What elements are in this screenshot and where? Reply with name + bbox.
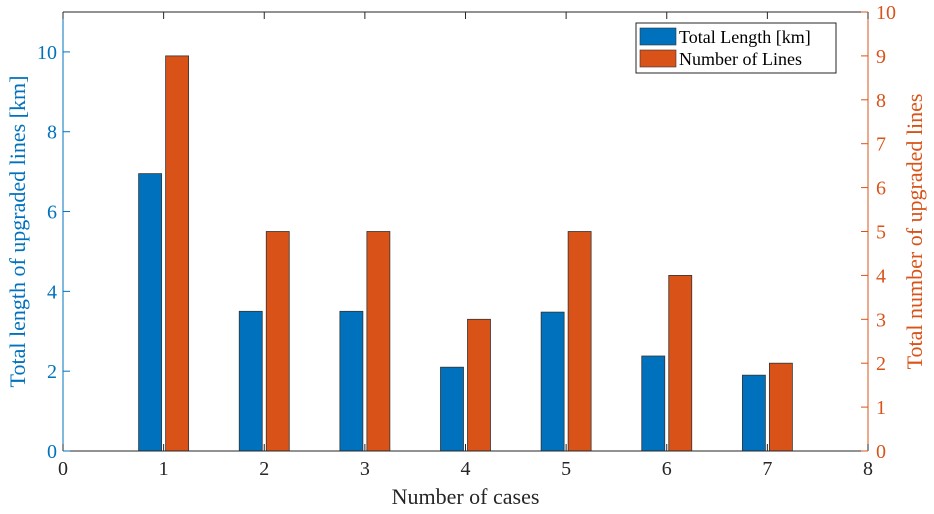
x-tick-label: 0 [58, 458, 68, 480]
bar-total-length-case-7 [741, 374, 766, 452]
y-right-axis-label: Total number of upgraded lines [902, 94, 927, 370]
legend-swatch-total-length [639, 27, 677, 46]
y-right-tick-label: 3 [876, 309, 886, 331]
bar-number-of-lines-case-4 [467, 318, 491, 452]
legend-label-total-length: Total Length [km] [679, 27, 811, 47]
x-tick-label: 6 [662, 458, 672, 480]
x-tick-label: 5 [561, 458, 571, 480]
y-left-tick-label: 2 [47, 361, 57, 383]
bar-total-length-case-6 [641, 355, 666, 452]
x-axis-label: Number of cases [392, 484, 540, 509]
y-left-tick-label: 6 [47, 202, 57, 224]
bar-number-of-lines-case-7 [768, 362, 793, 452]
y-left-tick-label: 4 [47, 281, 57, 303]
x-tick-label: 2 [259, 458, 269, 480]
y-left-tick-label: 10 [37, 42, 57, 64]
y-right-tick-label: 5 [876, 222, 886, 244]
x-tick-label: 4 [461, 458, 471, 480]
y-right-tick-label: 1 [876, 397, 886, 419]
y-right-tick-label: 4 [876, 265, 886, 287]
x-tick-label: 7 [762, 458, 772, 480]
y-left-tick-label: 8 [47, 122, 57, 144]
bar-number-of-lines-case-1 [165, 55, 190, 452]
bar-number-of-lines-case-2 [265, 231, 290, 452]
bar-total-length-case-4 [440, 366, 464, 452]
y-right-tick-label: 9 [876, 46, 886, 68]
bar-total-length-case-5 [540, 311, 565, 452]
y-right-tick-label: 8 [876, 90, 886, 112]
y-right-tick-label: 10 [876, 2, 896, 24]
bar-total-length-case-1 [138, 173, 163, 452]
y-right-tick-label: 6 [876, 178, 886, 200]
bar-number-of-lines-case-3 [366, 231, 391, 452]
bar-total-length-case-2 [238, 310, 263, 452]
x-tick-label: 1 [159, 458, 169, 480]
y-right-tick-label: 2 [876, 353, 886, 375]
x-tick-label: 8 [863, 458, 873, 480]
bar-number-of-lines-case-6 [668, 274, 693, 452]
legend-label-number-of-lines: Number of Lines [679, 49, 802, 69]
y-left-tick-label: 0 [47, 441, 57, 463]
legend-swatch-number-of-lines [639, 49, 677, 68]
x-tick-label: 3 [360, 458, 370, 480]
y-right-tick-label: 0 [876, 441, 886, 463]
bar-number-of-lines-case-5 [567, 231, 592, 452]
y-right-tick-label: 7 [876, 134, 886, 156]
plot-area [138, 55, 793, 452]
bar-total-length-case-3 [339, 310, 364, 452]
legend: Total Length [km] Number of Lines [635, 22, 837, 74]
y-left-axis-label: Total length of upgraded lines [km] [5, 76, 30, 388]
